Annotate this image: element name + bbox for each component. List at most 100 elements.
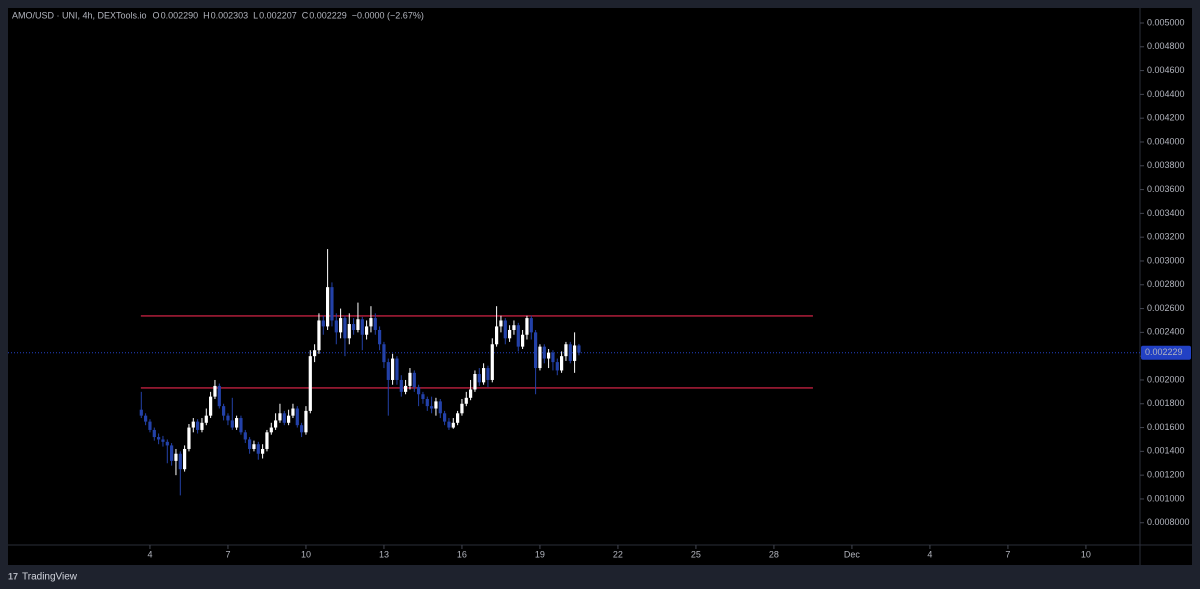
- candle-body: [213, 385, 217, 397]
- candle-body: [469, 389, 473, 398]
- candle-body: [395, 358, 399, 380]
- candle-body: [577, 345, 581, 353]
- y-tick-label: 0.003200: [1147, 232, 1185, 242]
- candle-body: [291, 408, 295, 416]
- candle-body: [382, 344, 386, 363]
- candle-body: [503, 320, 507, 339]
- candle-body: [369, 318, 373, 327]
- candle-body: [339, 318, 343, 333]
- candle-body: [261, 448, 265, 454]
- candle-body: [148, 421, 152, 430]
- candle-body: [525, 318, 529, 335]
- y-tick-label: 0.001800: [1147, 398, 1185, 408]
- x-tick-label: 28: [769, 549, 779, 559]
- y-tick-label: 0.002400: [1147, 327, 1185, 337]
- y-tick-label: 0.004600: [1147, 65, 1185, 75]
- candle-body: [295, 408, 299, 426]
- candle-body: [209, 396, 213, 416]
- candle-body: [217, 385, 221, 407]
- candle-body: [330, 287, 334, 321]
- candle-body: [334, 320, 338, 333]
- y-tick-label: 0.003800: [1147, 160, 1185, 170]
- candle-body: [373, 318, 377, 330]
- candle-body: [161, 439, 165, 442]
- candle-body: [300, 425, 304, 433]
- candle-body: [321, 320, 325, 327]
- candle-body: [473, 374, 477, 390]
- y-tick-label: 0.004400: [1147, 89, 1185, 99]
- candle-body: [399, 379, 403, 392]
- y-tick-label: 0.002000: [1147, 374, 1185, 384]
- header-text: O: [153, 10, 160, 20]
- candle-body: [343, 318, 347, 339]
- candle-body: [546, 352, 551, 359]
- candle-body: [482, 368, 486, 383]
- candle-body: [408, 372, 412, 386]
- y-tick-label: 0.005000: [1147, 17, 1185, 27]
- y-tick-label: 0.002600: [1147, 303, 1185, 313]
- legend-header: AMO/USD · UNI, 4h, DEXTools.io O 0.002290 H…: [12, 10, 424, 20]
- candle-body: [451, 422, 455, 428]
- candle-body: [152, 429, 156, 438]
- candle-body: [226, 415, 230, 421]
- x-tick-label: 16: [457, 549, 467, 559]
- candle-body: [269, 427, 273, 433]
- candle-body: [196, 421, 200, 430]
- candle-body: [308, 356, 312, 411]
- candle-body: [430, 406, 434, 409]
- candle-body: [256, 444, 260, 454]
- candle-body: [378, 329, 382, 345]
- candle-body: [538, 346, 542, 369]
- candle-body: [555, 362, 559, 371]
- candle-body: [499, 320, 503, 327]
- y-tick-label: 0.0008000: [1147, 517, 1190, 527]
- y-tick-label: 0.004200: [1147, 113, 1185, 123]
- candle-body: [239, 418, 243, 433]
- candle-body: [235, 418, 239, 428]
- candle-body: [495, 326, 499, 345]
- candle-body: [252, 444, 256, 449]
- candle-body: [326, 287, 330, 327]
- candle-body: [516, 325, 520, 347]
- brand-logo: 17: [8, 571, 18, 581]
- x-tick-label: Dec: [844, 549, 861, 559]
- candle-body: [572, 345, 577, 361]
- candle-body: [559, 356, 564, 371]
- x-tick-label: 4: [927, 549, 932, 559]
- candle-body: [490, 344, 494, 380]
- header-text: 0.002207: [259, 10, 297, 20]
- candle-body: [460, 403, 464, 414]
- x-tick-label: 13: [379, 549, 389, 559]
- candle-body: [360, 319, 364, 335]
- y-tick-label: 0.001200: [1147, 470, 1185, 480]
- candle-body: [274, 420, 278, 428]
- y-tick-label: 0.004800: [1147, 41, 1185, 51]
- y-tick-label: 0.003000: [1147, 255, 1185, 265]
- candle-body: [187, 427, 191, 449]
- candle-body: [464, 397, 468, 404]
- x-tick-label: 7: [225, 549, 230, 559]
- candle-body: [356, 319, 360, 330]
- candle-body: [248, 439, 252, 449]
- y-tick-label: 0.004000: [1147, 136, 1185, 146]
- candle-body: [438, 401, 442, 414]
- x-tick-label: 22: [613, 549, 623, 559]
- y-tick-label: 0.003400: [1147, 208, 1185, 218]
- candle-body: [282, 413, 286, 423]
- candle-body: [174, 453, 178, 461]
- candle-body: [542, 346, 546, 359]
- header-text: 0.002229: [309, 10, 347, 20]
- candle-body: [477, 374, 481, 383]
- header-text: 0.002303: [211, 10, 249, 20]
- header-text: H: [203, 10, 210, 20]
- candle-body: [568, 344, 572, 361]
- candle-body: [313, 350, 317, 357]
- candle-body: [243, 432, 247, 440]
- header-text: AMO/USD · UNI, 4h, DEXTools.io: [12, 10, 147, 20]
- x-tick-label: 19: [535, 549, 545, 559]
- y-tick-label: 0.001600: [1147, 422, 1185, 432]
- candle-body: [512, 325, 516, 330]
- header-text: 0.002290: [161, 10, 199, 20]
- candle-body: [456, 413, 460, 423]
- header-text: C: [302, 10, 309, 20]
